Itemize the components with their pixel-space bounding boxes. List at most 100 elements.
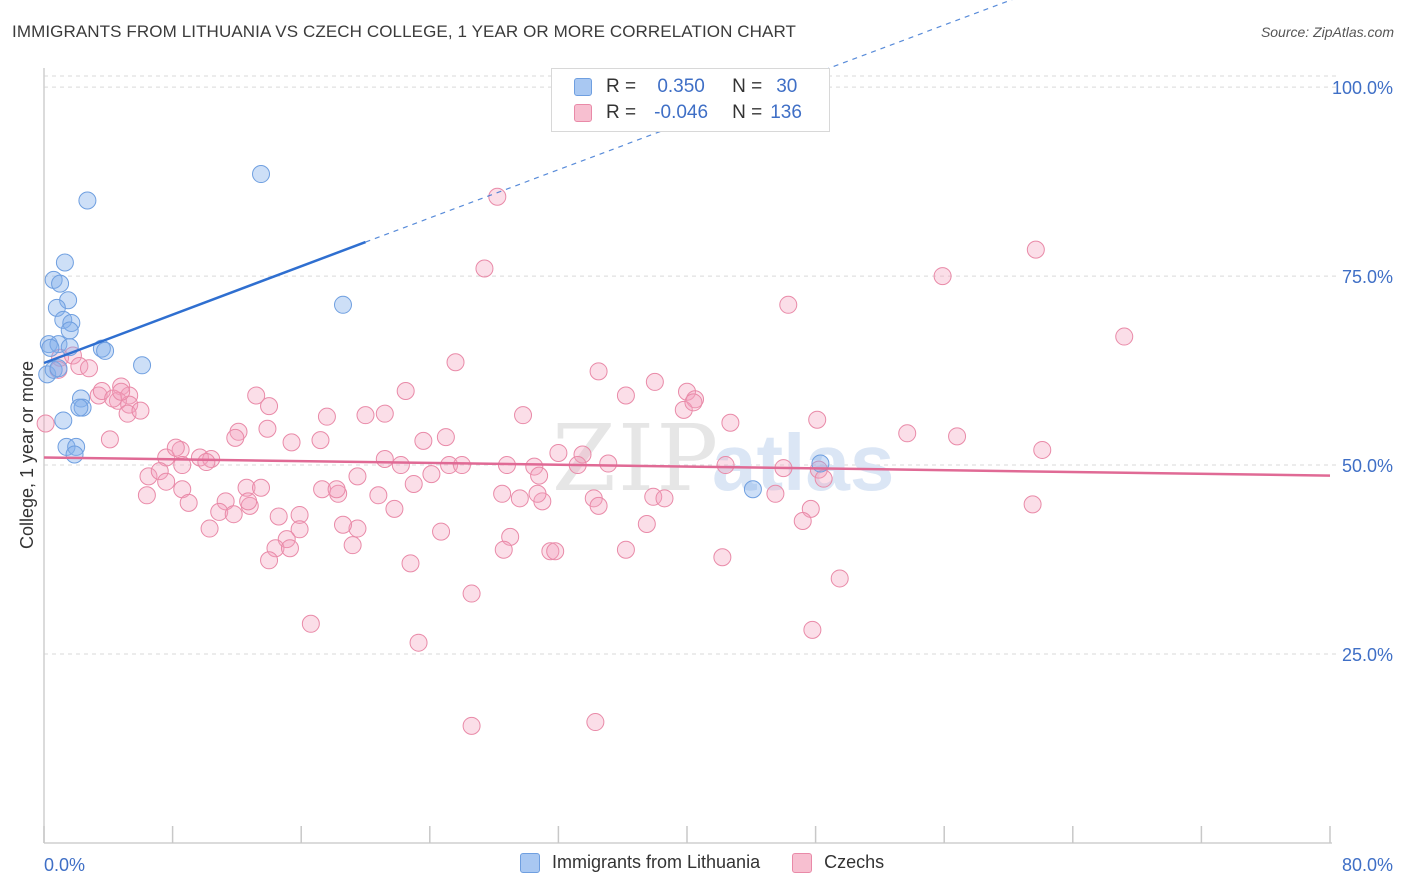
czechs-point xyxy=(369,486,388,505)
czechs-point xyxy=(258,419,277,438)
czechs-point xyxy=(200,519,219,538)
czechs-point xyxy=(237,478,256,497)
czechs-point xyxy=(686,390,705,409)
czechs-point xyxy=(446,353,465,372)
legend-swatch-czechs xyxy=(574,104,592,122)
czechs-point xyxy=(422,465,441,484)
czechs-point xyxy=(100,430,119,449)
czechs-point xyxy=(120,395,139,414)
czechs-point xyxy=(528,484,547,503)
czechs-point xyxy=(793,511,812,530)
czechs-point xyxy=(301,614,320,633)
series-legend: Immigrants from Lithuania Czechs xyxy=(520,852,916,873)
czechs-point xyxy=(674,400,693,419)
watermark-atlas: atlas xyxy=(712,418,894,507)
czechs-point xyxy=(616,540,635,559)
legend-swatch-czechs xyxy=(792,852,813,873)
legend-r-value: 0.350 xyxy=(657,76,705,97)
czechs-point xyxy=(260,551,279,570)
czechs-point xyxy=(216,492,235,511)
czechs-point xyxy=(179,493,198,512)
czechs-point xyxy=(541,542,560,561)
y-tick-label: 25.0% xyxy=(1342,645,1393,665)
lithuania-point xyxy=(333,295,352,314)
y-tick-label: 50.0% xyxy=(1342,456,1393,476)
czechs-point xyxy=(327,480,346,499)
lithuania-point xyxy=(60,321,79,340)
czechs-point xyxy=(803,620,822,639)
czechs-point xyxy=(830,569,849,588)
y-tick-label: 75.0% xyxy=(1342,267,1393,287)
czechs-point xyxy=(1023,495,1042,514)
czechs-point xyxy=(494,540,513,559)
czechs-point xyxy=(311,431,330,450)
czechs-point xyxy=(637,515,656,534)
lithuania-point xyxy=(62,313,81,332)
czechs-point xyxy=(226,428,245,447)
lithuania-trend-line xyxy=(43,240,366,365)
czechs-point xyxy=(197,453,216,472)
czechs-point xyxy=(247,386,266,405)
czechs-point xyxy=(260,397,279,416)
y-axis-label: College, 1 year or more xyxy=(17,361,37,549)
czechs-point xyxy=(80,359,99,378)
czechs-point xyxy=(150,462,169,481)
czechs-point xyxy=(224,505,243,524)
watermark-zip: ZIP xyxy=(552,405,720,512)
lithuania-point xyxy=(71,389,90,408)
czechs-point xyxy=(1033,440,1052,459)
czechs-points xyxy=(36,187,1134,735)
czechs-point xyxy=(514,406,533,425)
lithuania-point xyxy=(70,398,89,417)
czechs-point xyxy=(348,467,367,486)
czechs-point xyxy=(573,445,592,464)
czechs-point xyxy=(549,443,568,462)
czechs-point xyxy=(655,489,674,508)
lithuania-point xyxy=(49,359,68,378)
czechs-point xyxy=(131,401,150,420)
lithuania-point xyxy=(65,445,84,464)
legend-label-czechs: Czechs xyxy=(824,852,885,872)
legend-label-lithuania: Immigrants from Lithuania xyxy=(552,852,761,872)
czechs-point xyxy=(280,539,299,558)
czechs-point xyxy=(898,424,917,443)
y-tick-label: 100.0% xyxy=(1332,78,1393,98)
chart-title: IMMIGRANTS FROM LITHUANIA VS CZECH COLLE… xyxy=(12,22,797,41)
lithuania-point xyxy=(96,341,115,360)
legend-n-value: 30 xyxy=(776,76,798,97)
czechs-point xyxy=(440,456,459,475)
czechs-point xyxy=(462,716,481,735)
czechs-point xyxy=(616,386,635,405)
czechs-point xyxy=(137,486,156,505)
czechs-point xyxy=(586,713,605,732)
czechs-point xyxy=(282,433,301,452)
source-label: Source: ZipAtlas.com xyxy=(1260,24,1394,40)
lithuania-point xyxy=(252,165,271,184)
czechs-point xyxy=(190,448,209,467)
x-tick-label-max: 80.0% xyxy=(1342,855,1393,875)
czechs-point xyxy=(252,478,271,497)
legend-item-czechs[interactable]: Czechs xyxy=(792,852,884,873)
czechs-point xyxy=(166,438,185,457)
czechs-point xyxy=(436,428,455,447)
lithuania-point xyxy=(78,191,97,210)
tick-labels: 25.0% 50.0% 75.0% 100.0% 0.0% 80.0% xyxy=(44,78,1393,875)
lithuania-point xyxy=(67,437,86,456)
czechs-point xyxy=(530,466,549,485)
czechs-point xyxy=(589,362,608,381)
czechs-point xyxy=(317,407,336,426)
x-tick-label-min: 0.0% xyxy=(44,855,85,875)
czechs-point xyxy=(546,542,565,561)
legend-n-value: 136 xyxy=(770,102,802,123)
czechs-point xyxy=(112,382,131,401)
lithuania-point xyxy=(133,356,152,375)
czechs-point xyxy=(375,450,394,469)
czechs-point xyxy=(948,427,967,446)
czechs-point xyxy=(333,515,352,534)
legend-item-lithuania[interactable]: Immigrants from Lithuania xyxy=(520,852,760,873)
czechs-point xyxy=(401,554,420,573)
lithuania-point xyxy=(55,253,74,272)
legend-r-label: R = xyxy=(606,102,637,123)
czechs-point xyxy=(348,519,367,538)
